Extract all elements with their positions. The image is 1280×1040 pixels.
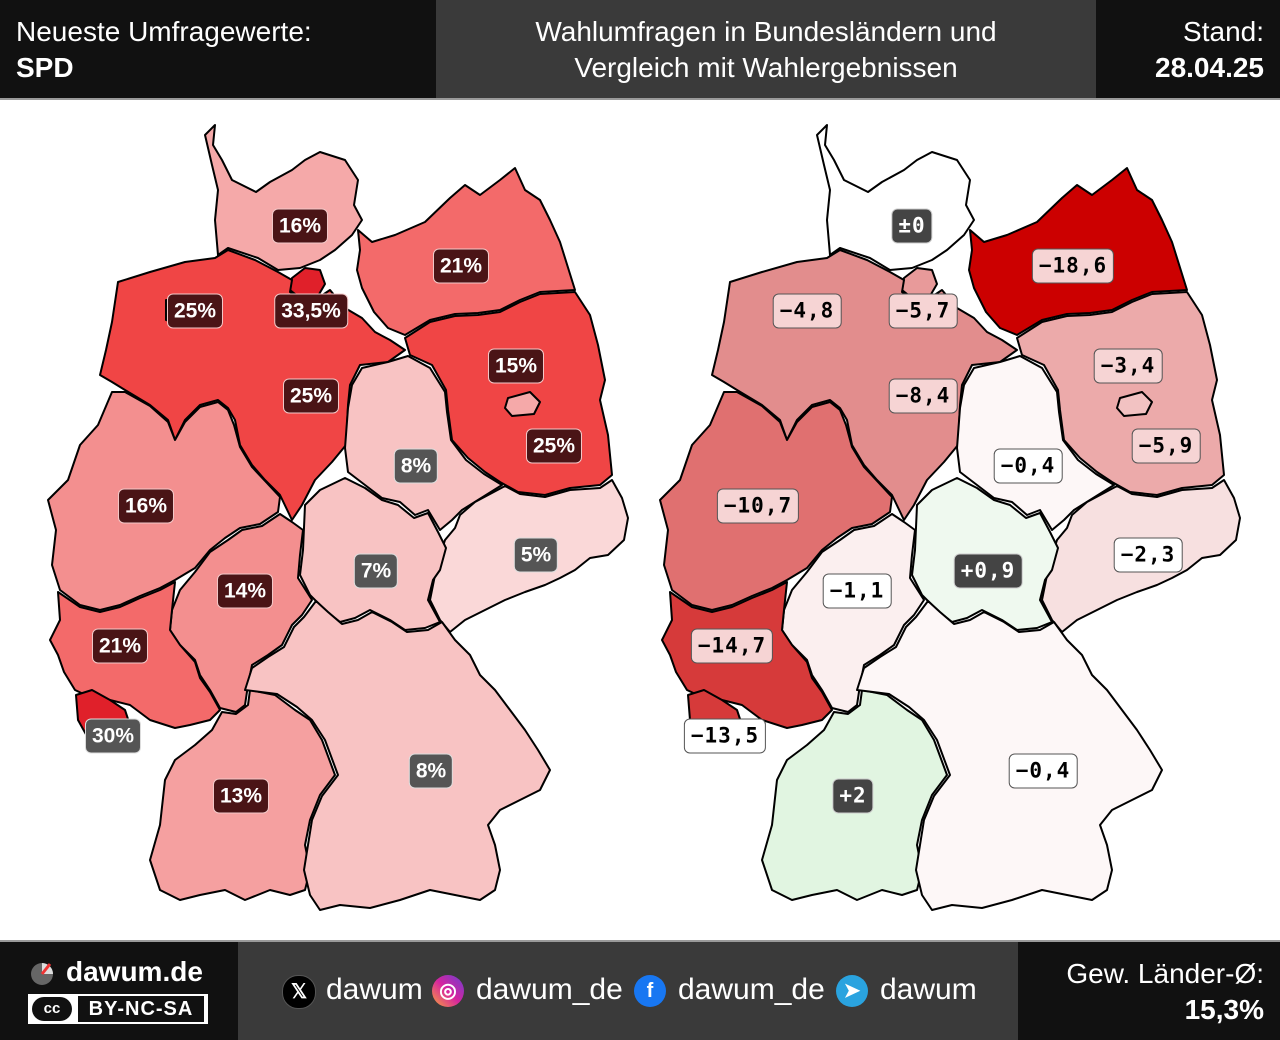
date-value: 28.04.25	[1155, 52, 1264, 83]
right-label-th: +0,9	[953, 553, 1023, 589]
party-name: SPD	[16, 52, 74, 83]
telegram-icon[interactable]: ➤	[836, 975, 868, 1007]
site-name[interactable]: dawum.de	[66, 956, 203, 987]
social-handle-telegram[interactable]: dawum	[880, 973, 977, 1006]
title-line-1: Wahlumfragen in Bundesländern und	[535, 16, 997, 47]
right-label-he: −1,1	[822, 573, 892, 609]
facebook-icon[interactable]: f	[634, 975, 666, 1007]
left-label-hh: 33,5%	[274, 293, 348, 329]
average-label: Gew. Länder-Ø:	[1066, 958, 1264, 989]
footer-social: 𝕏 dawum ◎ dawum_de f dawum_de ➤ dawum	[238, 942, 1018, 1040]
footer-divider	[0, 940, 1280, 942]
right-state-st	[956, 355, 1115, 531]
left-label-hb: 25%	[166, 293, 224, 329]
header-bar: Neueste Umfragewerte: SPD Wahlumfragen i…	[0, 0, 1280, 98]
left-label-nw: 16%	[117, 488, 175, 524]
right-label-mv: −18,6	[1031, 248, 1115, 284]
license-text: BY-NC-SA	[78, 996, 204, 1022]
date-label: Stand:	[1183, 16, 1264, 47]
right-label-nw: −10,7	[716, 488, 800, 524]
left-label-be: 15%	[487, 348, 545, 384]
header-title: Wahlumfragen in Bundesländern und Vergle…	[436, 0, 1096, 98]
left-label-ni: 25%	[282, 378, 340, 414]
left-label-he: 14%	[216, 573, 274, 609]
social-handle-facebook[interactable]: dawum_de	[678, 973, 825, 1006]
right-label-sn: −2,3	[1113, 537, 1183, 573]
right-label-bb: −5,9	[1131, 428, 1201, 464]
left-label-bw: 13%	[212, 778, 270, 814]
left-label-st: 8%	[393, 448, 439, 484]
dawum-logo-icon	[31, 963, 53, 985]
right-label-st: −0,4	[993, 448, 1063, 484]
footer-average: Gew. Länder-Ø: 15,3%	[1018, 942, 1280, 1040]
right-label-by: −0,4	[1008, 753, 1078, 789]
header-divider	[0, 98, 1280, 100]
social-handle-x[interactable]: dawum	[326, 973, 423, 1006]
footer-brand: dawum.de cc BY-NC-SA	[0, 942, 238, 1040]
left-state-be	[504, 391, 541, 417]
left-label-sl: 30%	[84, 718, 142, 754]
average-value: 15,3%	[1184, 994, 1264, 1025]
left-state-by	[244, 600, 551, 911]
left-label-sn: 5%	[513, 537, 559, 573]
right-label-sh: ±0	[891, 208, 933, 244]
right-label-rp: −14,7	[690, 628, 774, 664]
right-state-hh	[901, 267, 938, 299]
social-handle-instagram[interactable]: dawum_de	[476, 973, 623, 1006]
header-subtitle: Neueste Umfragewerte:	[16, 16, 312, 47]
x-icon[interactable]: 𝕏	[282, 975, 316, 1009]
right-label-hb: −4,8	[772, 293, 842, 329]
left-label-sh: 16%	[271, 208, 329, 244]
maps-canvas	[47, 124, 1241, 911]
footer-bar: dawum.de cc BY-NC-SA 𝕏 dawum ◎ dawum_de …	[0, 942, 1280, 1040]
title-line-2: Vergleich mit Wahlergebnissen	[574, 52, 958, 83]
right-state-be	[1116, 391, 1153, 417]
right-label-bw: +2	[832, 778, 874, 814]
left-label-rp: 21%	[91, 628, 149, 664]
cc-icon: cc	[32, 997, 72, 1021]
instagram-icon[interactable]: ◎	[432, 975, 464, 1007]
left-label-mv: 21%	[432, 248, 490, 284]
right-state-sh	[816, 124, 975, 271]
right-label-sl: −13,5	[683, 718, 767, 754]
left-label-th: 7%	[353, 553, 399, 589]
right-label-ni: −8,4	[888, 378, 958, 414]
left-state-sh	[204, 124, 363, 271]
license-badge: cc BY-NC-SA	[28, 994, 208, 1024]
header-left: Neueste Umfragewerte: SPD	[0, 0, 436, 98]
left-state-st	[344, 355, 503, 531]
left-label-bb: 25%	[525, 428, 583, 464]
left-state-hh	[289, 267, 326, 299]
right-label-be: −3,4	[1093, 348, 1163, 384]
right-label-hh: −5,7	[888, 293, 958, 329]
header-date: Stand: 28.04.25	[1096, 0, 1280, 98]
left-label-by: 8%	[408, 753, 454, 789]
